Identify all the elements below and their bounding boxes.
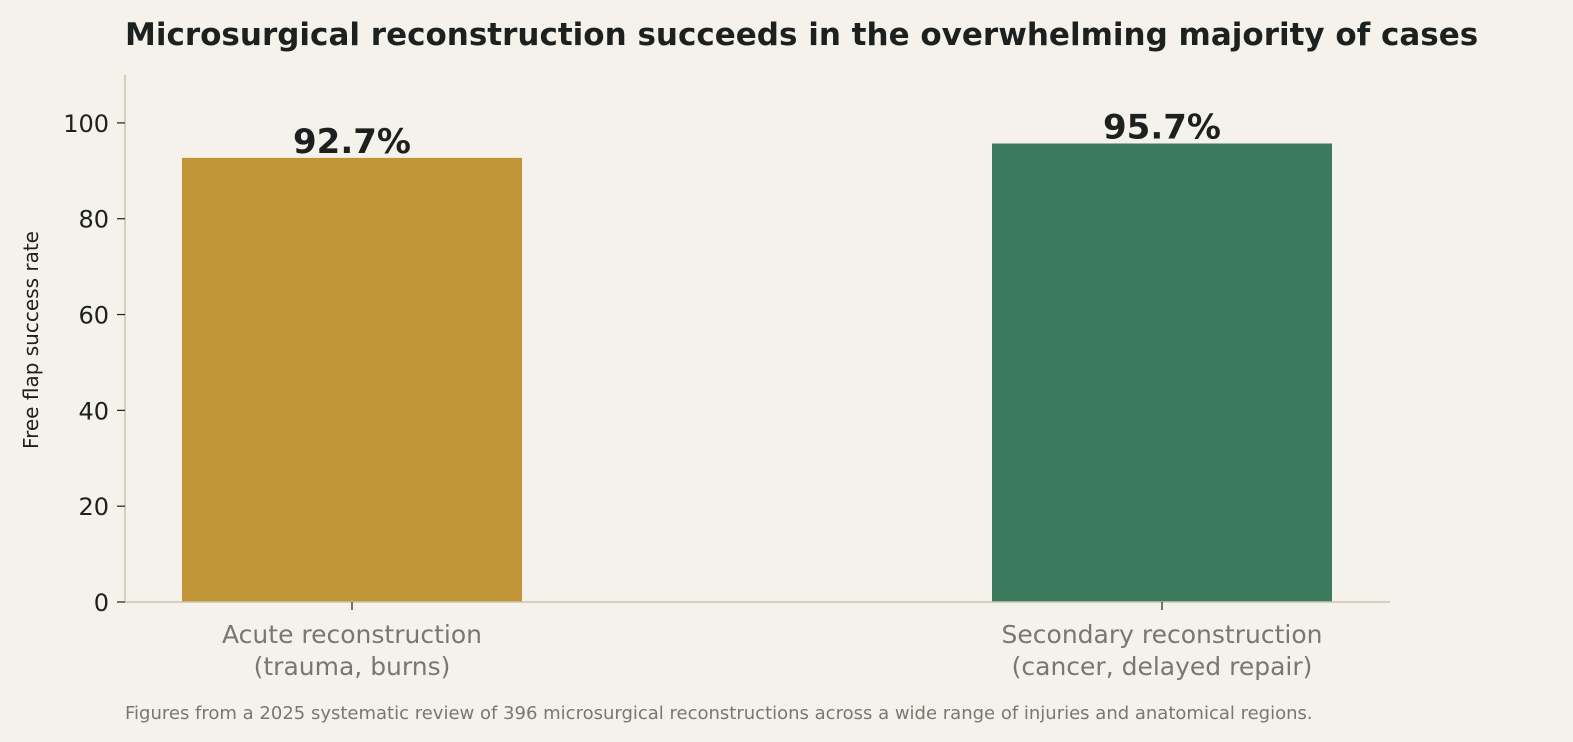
y-tick-label: 40	[78, 397, 109, 425]
y-axis: 0 20 40 60 80 100	[63, 75, 126, 617]
chart-title: Microsurgical reconstruction succeeds in…	[125, 17, 1478, 53]
bar-value-label: 92.7%	[293, 122, 411, 162]
y-tick-label: 60	[78, 302, 109, 330]
y-tick-label: 0	[94, 589, 109, 617]
bar	[992, 143, 1332, 602]
x-tick-label: Secondary reconstruction	[1002, 620, 1323, 649]
footnote: Figures from a 2025 systematic review of…	[125, 703, 1313, 724]
y-tick-label: 100	[63, 110, 109, 138]
x-tick-label: (cancer, delayed repair)	[1012, 652, 1313, 681]
bar-value-label: 95.7%	[1103, 108, 1221, 148]
x-tick-label: (trauma, burns)	[254, 652, 451, 681]
x-tick-label: Acute reconstruction	[222, 620, 482, 649]
y-tick-label: 80	[78, 206, 109, 234]
y-tick-label: 20	[78, 493, 109, 521]
bars: 92.7% 95.7%	[182, 108, 1332, 602]
x-axis: Acute reconstruction (trauma, burns) Secon…	[125, 601, 1390, 681]
y-axis-label: Free flap success rate	[19, 231, 43, 449]
bar	[182, 157, 522, 602]
